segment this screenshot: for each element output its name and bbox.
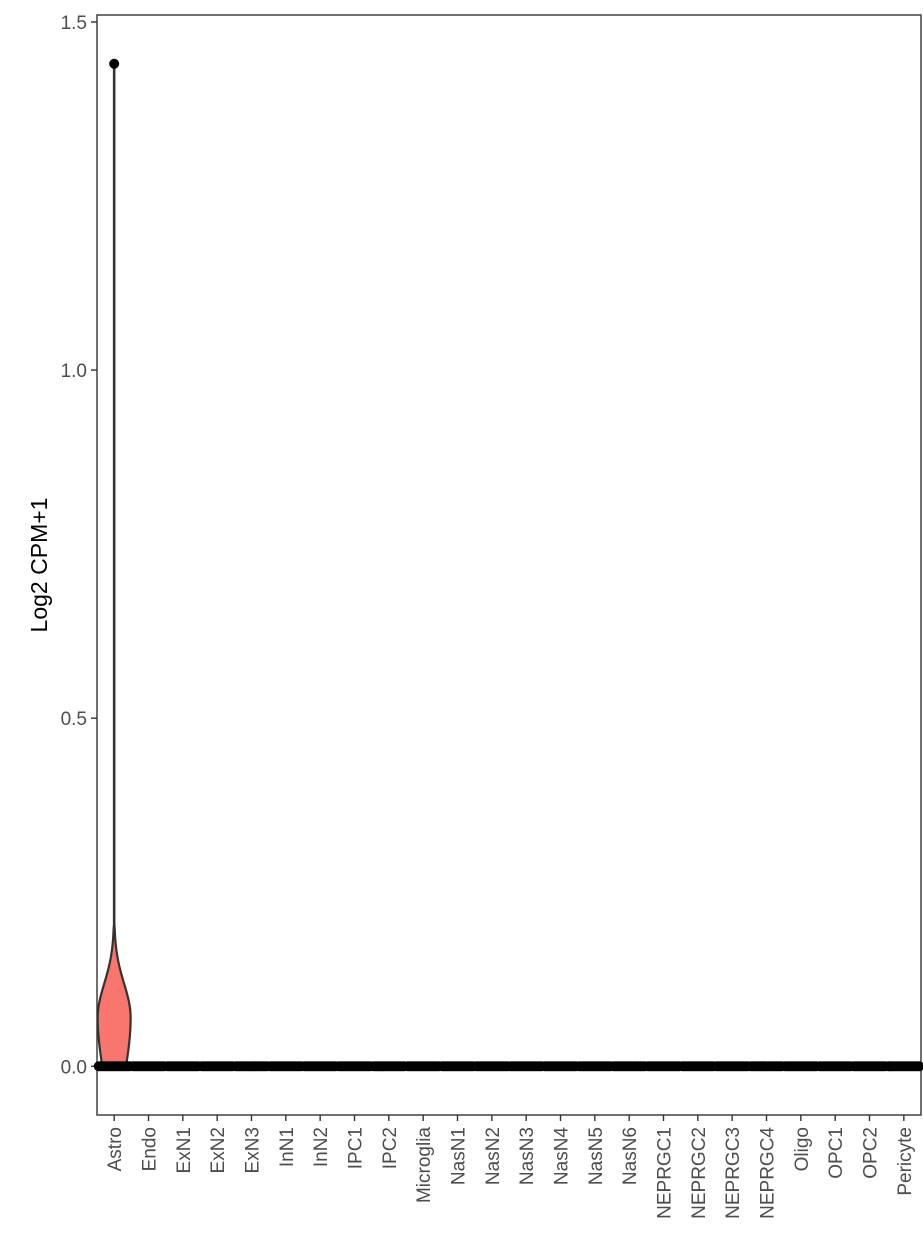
x-tick-label: Oligo: [792, 1127, 813, 1171]
x-tick-label: IPC1: [346, 1127, 367, 1169]
x-tick-label: IPC2: [380, 1127, 401, 1169]
y-axis: 0.0 0.5 1.0 1.5: [61, 13, 97, 1078]
plot-panel: [96, 14, 922, 1116]
x-tick-label: NasN6: [620, 1127, 641, 1185]
y-tick-label: 1.0: [61, 361, 87, 382]
x-tick-label: InN2: [311, 1127, 332, 1167]
y-tick-label: 0.5: [61, 709, 87, 730]
x-tick-label: NasN5: [586, 1127, 607, 1185]
x-tick-label: NasN4: [552, 1127, 573, 1186]
x-tick-label: ExN3: [243, 1127, 264, 1173]
x-tick-label: NEPRGC1: [655, 1127, 676, 1219]
x-tick-label: NEPRGC3: [723, 1127, 744, 1219]
x-tick-label: InN1: [277, 1127, 298, 1167]
x-tick-label: Endo: [140, 1127, 161, 1171]
x-tick-label: NasN2: [483, 1127, 504, 1185]
x-tick-label: ExN2: [208, 1127, 229, 1173]
baseline-point: [914, 1061, 923, 1072]
x-tick-label: Microglia: [414, 1127, 435, 1203]
outlier-points-layer: [109, 58, 120, 69]
y-axis-title: Log2 CPM+1: [26, 498, 52, 633]
y-tick-label: 1.5: [61, 13, 87, 34]
baseline-points-layer: [93, 1061, 923, 1072]
x-axis: Astro Endo ExN1 ExN2 ExN3 InN1 InN2 IPC1 IPC2 Mic…: [105, 1115, 916, 1219]
x-tick-label: ExN1: [174, 1127, 195, 1173]
x-tick-label: NEPRGC4: [758, 1127, 779, 1219]
x-tick-label: NasN3: [517, 1127, 538, 1185]
outlier-point: [109, 58, 120, 69]
x-tick-label: OPC1: [826, 1127, 847, 1179]
x-tick-label: OPC2: [861, 1127, 882, 1179]
x-tick-label: Pericyte: [895, 1127, 916, 1196]
x-tick-label: Astro: [105, 1127, 126, 1171]
y-tick-label: 0.0: [61, 1057, 87, 1078]
x-tick-label: NasN1: [449, 1127, 470, 1185]
x-tick-label: NEPRGC2: [689, 1127, 710, 1219]
